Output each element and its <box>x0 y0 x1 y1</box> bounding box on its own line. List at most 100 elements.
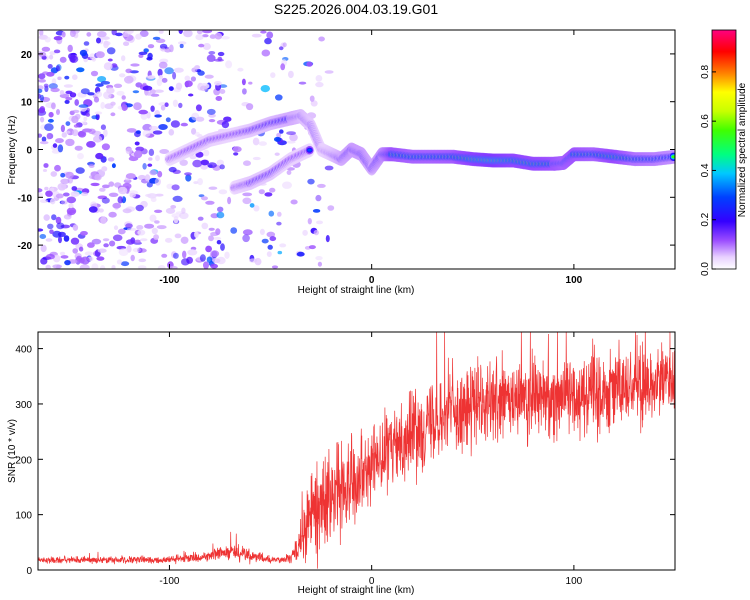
noise-blob <box>38 73 46 80</box>
colorbar-gradient-bar <box>711 29 737 270</box>
noise-blob <box>269 236 277 242</box>
noise-blob <box>317 261 322 267</box>
noise-blob <box>69 30 76 38</box>
x-tick-label: 0 <box>369 576 375 587</box>
y-tick-label: 400 <box>15 345 32 356</box>
colorbar-tick-label: 0.2 <box>700 212 711 226</box>
noise-blob <box>161 77 168 83</box>
noise-blob <box>80 192 89 197</box>
noise-blob <box>189 155 197 160</box>
noise-blob <box>138 258 147 263</box>
noise-blob <box>209 34 217 39</box>
noise-blob <box>78 130 87 138</box>
noise-blob <box>64 99 70 104</box>
noise-blob <box>135 204 144 212</box>
noise-blob <box>99 187 106 192</box>
noise-blob <box>147 193 157 199</box>
noise-blob <box>125 68 132 74</box>
noise-blob <box>184 75 191 81</box>
noise-blob <box>249 258 258 263</box>
noise-blob <box>154 220 160 224</box>
noise-blob <box>49 54 54 60</box>
noise-blob <box>101 197 110 204</box>
noise-blob <box>123 41 130 46</box>
noise-blob <box>275 94 283 101</box>
noise-blob <box>76 67 85 73</box>
noise-blob <box>195 34 204 41</box>
noise-blob <box>195 104 202 112</box>
noise-blob <box>282 42 287 48</box>
noise-blob <box>154 209 163 213</box>
noise-blob <box>154 178 161 186</box>
noise-blob <box>149 125 159 131</box>
noise-blob <box>266 31 274 39</box>
noise-blob <box>80 88 90 95</box>
snr-x-ticks: -100 0 100 <box>159 332 583 587</box>
noise-blob <box>78 104 89 108</box>
noise-blob <box>138 51 148 55</box>
noise-blob <box>269 187 276 193</box>
noise-blob <box>210 263 219 269</box>
noise-blob <box>111 265 116 269</box>
noise-blob <box>70 237 80 245</box>
y-tick-label: -20 <box>18 241 33 252</box>
noise-blob <box>298 81 307 85</box>
noise-blob <box>48 83 58 90</box>
noise-blob <box>138 109 148 115</box>
noise-blob <box>258 189 265 195</box>
noise-blob <box>279 243 287 248</box>
noise-blob <box>208 235 214 242</box>
noise-blob <box>147 44 155 49</box>
noise-blob <box>242 192 253 197</box>
noise-blob <box>55 138 64 144</box>
colorbar-ticks: 0.0 0.2 0.4 0.6 0.8 <box>700 64 716 276</box>
noise-blob <box>85 112 91 117</box>
noise-blob <box>286 170 292 176</box>
noise-blob <box>72 224 79 231</box>
noise-blob <box>132 90 140 94</box>
noise-blob <box>224 251 230 259</box>
noise-blob <box>125 173 136 180</box>
noise-blob <box>70 191 80 197</box>
noise-blob <box>268 210 275 217</box>
noise-blob <box>39 141 49 145</box>
noise-blob <box>242 88 247 95</box>
noise-blob <box>87 242 95 248</box>
noise-blob <box>88 206 98 213</box>
noise-blob <box>153 234 160 240</box>
noise-blob <box>308 245 316 250</box>
noise-blob <box>93 96 100 103</box>
noise-blob <box>153 89 164 93</box>
x-tick-label: -100 <box>159 576 179 587</box>
noise-blob <box>73 124 79 128</box>
noise-blob <box>94 173 102 181</box>
noise-blob <box>60 178 70 184</box>
noise-blob <box>60 172 66 178</box>
noise-blob <box>40 244 47 253</box>
noise-blob <box>74 145 83 151</box>
noise-blob <box>280 63 286 71</box>
noise-blob <box>164 67 174 75</box>
noise-blob <box>225 60 233 69</box>
noise-blob <box>232 146 242 153</box>
noise-blob <box>315 194 322 202</box>
noise-blob <box>205 200 215 205</box>
noise-blob <box>149 169 157 176</box>
noise-blob <box>99 265 106 269</box>
noise-blob <box>59 251 66 256</box>
noise-blob <box>230 227 238 234</box>
noise-blob <box>150 105 155 112</box>
noise-blob <box>157 170 163 178</box>
noise-blob <box>68 203 74 209</box>
noise-blob <box>307 218 312 225</box>
noise-blob <box>208 227 215 231</box>
noise-blob <box>206 256 213 263</box>
noise-blob <box>60 200 68 205</box>
noise-blob <box>82 128 93 133</box>
noise-blob <box>171 213 181 218</box>
noise-blob <box>307 178 315 185</box>
snr-series-line <box>38 332 675 569</box>
x-tick-label: 0 <box>369 275 375 286</box>
noise-blob <box>198 43 205 48</box>
colorbar-tick-label: 0.8 <box>700 64 711 78</box>
